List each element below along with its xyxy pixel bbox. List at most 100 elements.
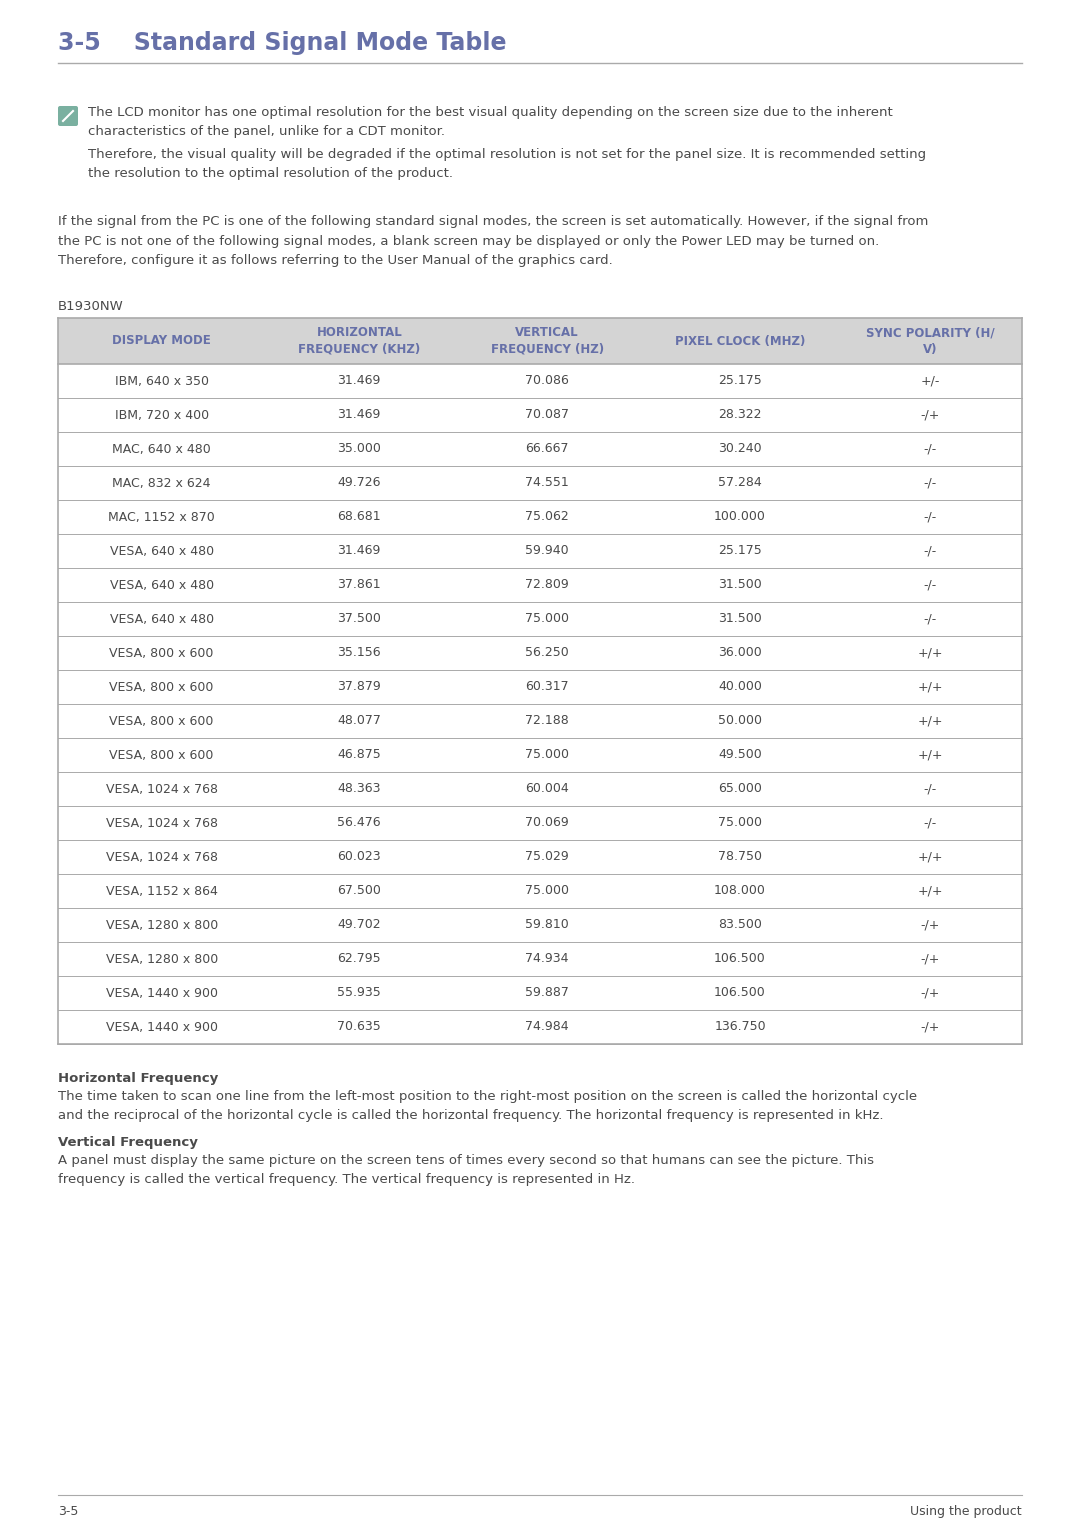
FancyBboxPatch shape bbox=[58, 105, 78, 127]
Text: 37.500: 37.500 bbox=[337, 612, 381, 626]
Text: -/+: -/+ bbox=[921, 953, 940, 965]
Text: 70.086: 70.086 bbox=[525, 374, 569, 388]
Text: -/+: -/+ bbox=[921, 409, 940, 421]
Bar bbox=[58, 602, 1022, 637]
Bar bbox=[58, 1009, 1022, 1044]
Text: 40.000: 40.000 bbox=[718, 681, 762, 693]
Text: 46.875: 46.875 bbox=[337, 748, 381, 762]
Text: IBM, 720 x 400: IBM, 720 x 400 bbox=[114, 409, 208, 421]
Text: 37.879: 37.879 bbox=[337, 681, 381, 693]
Text: 68.681: 68.681 bbox=[337, 510, 381, 524]
Text: 75.000: 75.000 bbox=[525, 884, 569, 898]
Text: 59.887: 59.887 bbox=[525, 986, 569, 1000]
Text: 74.934: 74.934 bbox=[526, 953, 569, 965]
Text: The LCD monitor has one optimal resolution for the best visual quality depending: The LCD monitor has one optimal resoluti… bbox=[87, 105, 893, 137]
Text: 31.469: 31.469 bbox=[338, 374, 381, 388]
Text: -/-: -/- bbox=[923, 510, 937, 524]
Text: 70.635: 70.635 bbox=[337, 1020, 381, 1034]
Bar bbox=[58, 318, 1022, 363]
Bar bbox=[58, 568, 1022, 602]
Text: MAC, 832 x 624: MAC, 832 x 624 bbox=[112, 476, 211, 490]
Text: 75.000: 75.000 bbox=[525, 612, 569, 626]
Text: VESA, 1024 x 768: VESA, 1024 x 768 bbox=[106, 817, 218, 829]
Text: 31.500: 31.500 bbox=[718, 612, 761, 626]
Bar bbox=[58, 534, 1022, 568]
Text: HORIZONTAL
FREQUENCY (KHZ): HORIZONTAL FREQUENCY (KHZ) bbox=[298, 327, 420, 356]
Text: 31.469: 31.469 bbox=[338, 409, 381, 421]
Text: -/-: -/- bbox=[923, 782, 937, 796]
Text: VESA, 640 x 480: VESA, 640 x 480 bbox=[109, 545, 214, 557]
Text: -/-: -/- bbox=[923, 817, 937, 829]
Text: 55.935: 55.935 bbox=[337, 986, 381, 1000]
Text: 31.469: 31.469 bbox=[338, 545, 381, 557]
Text: -/+: -/+ bbox=[921, 1020, 940, 1034]
Text: 48.363: 48.363 bbox=[337, 782, 381, 796]
Text: 66.667: 66.667 bbox=[526, 443, 569, 455]
Text: VESA, 800 x 600: VESA, 800 x 600 bbox=[109, 646, 214, 660]
Text: IBM, 640 x 350: IBM, 640 x 350 bbox=[114, 374, 208, 388]
Text: 28.322: 28.322 bbox=[718, 409, 761, 421]
Text: VESA, 800 x 600: VESA, 800 x 600 bbox=[109, 715, 214, 727]
Text: 3-5: 3-5 bbox=[58, 1506, 79, 1518]
Bar bbox=[58, 363, 1022, 399]
Text: 50.000: 50.000 bbox=[718, 715, 762, 727]
Text: 136.750: 136.750 bbox=[714, 1020, 766, 1034]
Text: 25.175: 25.175 bbox=[718, 545, 761, 557]
Text: VESA, 640 x 480: VESA, 640 x 480 bbox=[109, 612, 214, 626]
Text: 83.500: 83.500 bbox=[718, 919, 762, 931]
Text: 108.000: 108.000 bbox=[714, 884, 766, 898]
Text: +/+: +/+ bbox=[918, 681, 943, 693]
Text: VESA, 1024 x 768: VESA, 1024 x 768 bbox=[106, 782, 218, 796]
Text: VESA, 800 x 600: VESA, 800 x 600 bbox=[109, 748, 214, 762]
Text: 100.000: 100.000 bbox=[714, 510, 766, 524]
Text: PIXEL CLOCK (MHZ): PIXEL CLOCK (MHZ) bbox=[675, 334, 806, 348]
Text: 67.500: 67.500 bbox=[337, 884, 381, 898]
Text: 57.284: 57.284 bbox=[718, 476, 761, 490]
Bar bbox=[58, 773, 1022, 806]
Text: 75.000: 75.000 bbox=[718, 817, 762, 829]
Text: +/+: +/+ bbox=[918, 646, 943, 660]
Bar bbox=[58, 942, 1022, 976]
Text: 72.809: 72.809 bbox=[525, 579, 569, 591]
Bar bbox=[58, 840, 1022, 873]
Text: +/+: +/+ bbox=[918, 748, 943, 762]
Text: -/-: -/- bbox=[923, 476, 937, 490]
Text: -/-: -/- bbox=[923, 443, 937, 455]
Bar bbox=[58, 806, 1022, 840]
Bar bbox=[58, 738, 1022, 773]
Text: VESA, 1280 x 800: VESA, 1280 x 800 bbox=[106, 919, 218, 931]
Bar bbox=[58, 704, 1022, 738]
Text: 62.795: 62.795 bbox=[337, 953, 381, 965]
Text: 30.240: 30.240 bbox=[718, 443, 761, 455]
Text: 60.317: 60.317 bbox=[525, 681, 569, 693]
Text: VESA, 1440 x 900: VESA, 1440 x 900 bbox=[106, 986, 218, 1000]
Text: VESA, 1280 x 800: VESA, 1280 x 800 bbox=[106, 953, 218, 965]
Text: 72.188: 72.188 bbox=[525, 715, 569, 727]
Text: 70.069: 70.069 bbox=[525, 817, 569, 829]
Text: 36.000: 36.000 bbox=[718, 646, 761, 660]
Text: -/-: -/- bbox=[923, 545, 937, 557]
Text: 70.087: 70.087 bbox=[525, 409, 569, 421]
Text: 65.000: 65.000 bbox=[718, 782, 762, 796]
Text: 106.500: 106.500 bbox=[714, 986, 766, 1000]
Text: VESA, 1152 x 864: VESA, 1152 x 864 bbox=[106, 884, 217, 898]
Text: 59.810: 59.810 bbox=[525, 919, 569, 931]
Text: 74.551: 74.551 bbox=[525, 476, 569, 490]
Text: -/+: -/+ bbox=[921, 986, 940, 1000]
Bar bbox=[58, 399, 1022, 432]
Text: 49.702: 49.702 bbox=[337, 919, 381, 931]
Text: VESA, 1024 x 768: VESA, 1024 x 768 bbox=[106, 851, 218, 863]
Text: Therefore, the visual quality will be degraded if the optimal resolution is not : Therefore, the visual quality will be de… bbox=[87, 148, 927, 180]
Bar bbox=[58, 637, 1022, 670]
Text: DISPLAY MODE: DISPLAY MODE bbox=[112, 334, 211, 348]
Text: 25.175: 25.175 bbox=[718, 374, 761, 388]
Text: 60.004: 60.004 bbox=[525, 782, 569, 796]
Text: B1930NW: B1930NW bbox=[58, 299, 124, 313]
Text: 60.023: 60.023 bbox=[337, 851, 381, 863]
Bar bbox=[58, 873, 1022, 909]
Text: -/-: -/- bbox=[923, 612, 937, 626]
Bar bbox=[58, 432, 1022, 466]
Text: 48.077: 48.077 bbox=[337, 715, 381, 727]
Text: 106.500: 106.500 bbox=[714, 953, 766, 965]
Text: SYNC POLARITY (H/
V): SYNC POLARITY (H/ V) bbox=[866, 327, 995, 356]
